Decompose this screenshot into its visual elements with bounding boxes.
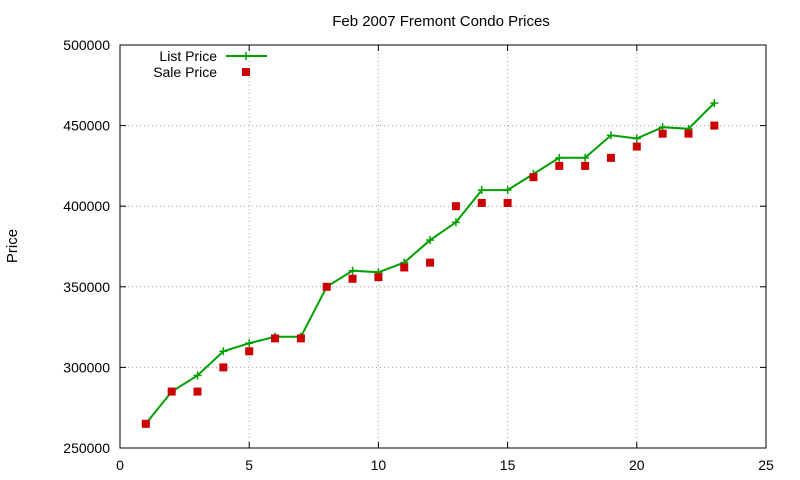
data-point-sale-price <box>606 153 615 162</box>
data-point-sale-price <box>400 263 409 272</box>
y-tick-label: 400000 <box>63 198 110 214</box>
y-tick-label: 250000 <box>63 440 110 456</box>
data-point-list-price <box>193 371 202 380</box>
x-tick-label: 0 <box>116 457 124 473</box>
data-point-sale-price <box>555 161 564 170</box>
data-point-sale-price <box>348 274 357 283</box>
plot-frame <box>119 44 767 449</box>
series-layer <box>141 99 719 428</box>
data-point-sale-price <box>426 258 435 267</box>
data-point-list-price <box>555 153 564 162</box>
data-point-sale-price <box>167 387 176 396</box>
data-point-sale-price <box>296 334 305 343</box>
data-point-list-price <box>632 134 641 143</box>
data-point-sale-price <box>219 363 228 372</box>
y-tick-label: 350000 <box>63 279 110 295</box>
data-point-list-price <box>581 153 590 162</box>
legend-marker-list-price <box>242 52 250 60</box>
legend: List Price Sale Price <box>153 48 267 80</box>
x-tick-label: 15 <box>500 457 516 473</box>
y-tick-label: 450000 <box>63 118 110 134</box>
data-point-sale-price <box>271 334 280 343</box>
data-point-sale-price <box>245 347 254 356</box>
y-tick-label: 300000 <box>63 359 110 375</box>
data-point-sale-price <box>374 273 383 282</box>
data-point-list-price <box>348 266 357 275</box>
data-point-sale-price <box>193 387 202 396</box>
data-point-sale-price <box>529 173 538 182</box>
grid-lines <box>120 45 766 448</box>
data-point-sale-price <box>581 161 590 170</box>
legend-symbol-sale-price <box>242 68 250 76</box>
x-tick-label: 25 <box>758 457 774 473</box>
data-point-list-price <box>245 339 254 348</box>
data-point-list-price <box>503 186 512 195</box>
legend-symbol-list-price <box>226 52 267 60</box>
data-point-sale-price <box>632 142 641 151</box>
x-tick-label: 10 <box>371 457 387 473</box>
legend-label-list-price: List Price <box>159 48 217 64</box>
y-tick-label: 500000 <box>63 37 110 53</box>
data-point-sale-price <box>141 419 150 428</box>
legend-marker-sale-price <box>242 68 250 76</box>
x-tick-label: 20 <box>629 457 645 473</box>
data-point-sale-price <box>503 198 512 207</box>
data-point-list-price <box>606 131 615 140</box>
chart-title: Feb 2007 Fremont Condo Prices <box>332 13 550 30</box>
data-point-list-price <box>451 218 460 227</box>
data-point-sale-price <box>322 282 331 291</box>
data-point-sale-price <box>477 198 486 207</box>
data-point-sale-price <box>710 121 719 130</box>
data-point-sale-price <box>451 202 460 211</box>
data-point-list-price <box>219 347 228 356</box>
data-point-list-price <box>426 236 435 245</box>
x-tick-label: 5 <box>245 457 253 473</box>
data-point-sale-price <box>658 129 667 138</box>
legend-label-sale-price: Sale Price <box>153 64 217 80</box>
y-axis-label: Price <box>4 229 21 263</box>
axis-ticks: 250000 300000 350000 400000 450000 500000 0 5 10… <box>63 37 774 473</box>
data-point-list-price <box>477 186 486 195</box>
data-point-list-price <box>710 99 719 108</box>
data-point-sale-price <box>684 129 693 138</box>
